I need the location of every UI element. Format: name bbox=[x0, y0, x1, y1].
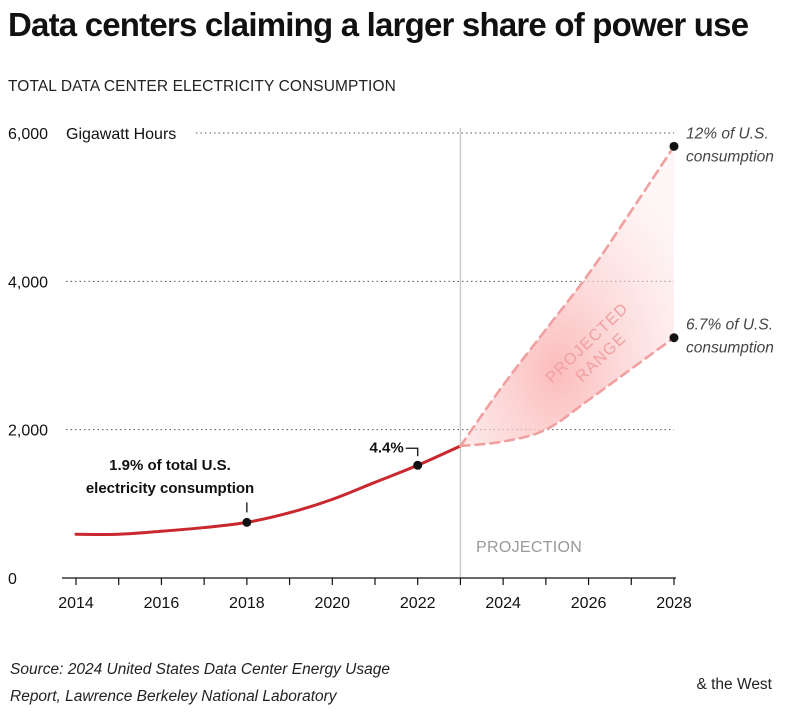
annotation-points bbox=[242, 141, 679, 527]
x-tick-label: 2020 bbox=[314, 595, 350, 612]
chart-title: Data centers claiming a larger share of … bbox=[8, 6, 749, 43]
x-tick-label: 2024 bbox=[485, 595, 521, 612]
y-unit-label: Gigawatt Hours bbox=[66, 126, 176, 143]
x-tick-label: 2026 bbox=[571, 595, 607, 612]
annotation-2018-line: electricity consumption bbox=[86, 480, 254, 497]
y-tick-label: 0 bbox=[8, 571, 17, 588]
annotation-2028-line: 12% of U.S. bbox=[686, 125, 769, 142]
projection-line bbox=[459, 145, 676, 448]
annotation-2028-line: consumption bbox=[686, 148, 774, 165]
x-tick-label: 2028 bbox=[656, 595, 692, 612]
projection-label: PROJECTION bbox=[476, 539, 582, 556]
annotation-point bbox=[242, 517, 252, 527]
annotation-point bbox=[669, 141, 679, 151]
projection-line bbox=[459, 336, 676, 448]
projected-range bbox=[460, 146, 674, 446]
annotation-point bbox=[669, 333, 679, 343]
y-tick-label: 2,000 bbox=[8, 423, 48, 440]
annotation-2022-label: 4.4% bbox=[370, 439, 404, 456]
chart-subtitle: TOTAL DATA CENTER ELECTRICITY CONSUMPTIO… bbox=[8, 78, 396, 95]
annotation-point bbox=[413, 460, 423, 470]
gridlines bbox=[66, 132, 674, 431]
axes bbox=[62, 577, 676, 585]
x-tick-label: 2016 bbox=[144, 595, 180, 612]
y-tick-label: 6,000 bbox=[8, 126, 48, 143]
brand-label: & the West bbox=[696, 676, 772, 693]
annotation-leader bbox=[405, 447, 419, 457]
actual-consumption-line bbox=[74, 444, 462, 536]
x-tick-label: 2018 bbox=[229, 595, 265, 612]
x-tick-label: 2014 bbox=[58, 595, 94, 612]
source-line-1: Source: 2024 United States Data Center E… bbox=[10, 661, 390, 678]
source-line-2: Report, Lawrence Berkeley National Labor… bbox=[10, 688, 337, 705]
annotation-2028-line: consumption bbox=[686, 340, 774, 357]
projected-range-area bbox=[460, 146, 674, 446]
x-tick-label: 2022 bbox=[400, 595, 436, 612]
series-lines bbox=[74, 145, 676, 536]
y-tick-label: 4,000 bbox=[8, 274, 48, 291]
annotation-2018-line: 1.9% of total U.S. bbox=[109, 457, 231, 474]
annotation-2028-line: 6.7% of U.S. bbox=[686, 317, 773, 334]
source-note: Source: 2024 United States Data Center E… bbox=[10, 656, 490, 710]
